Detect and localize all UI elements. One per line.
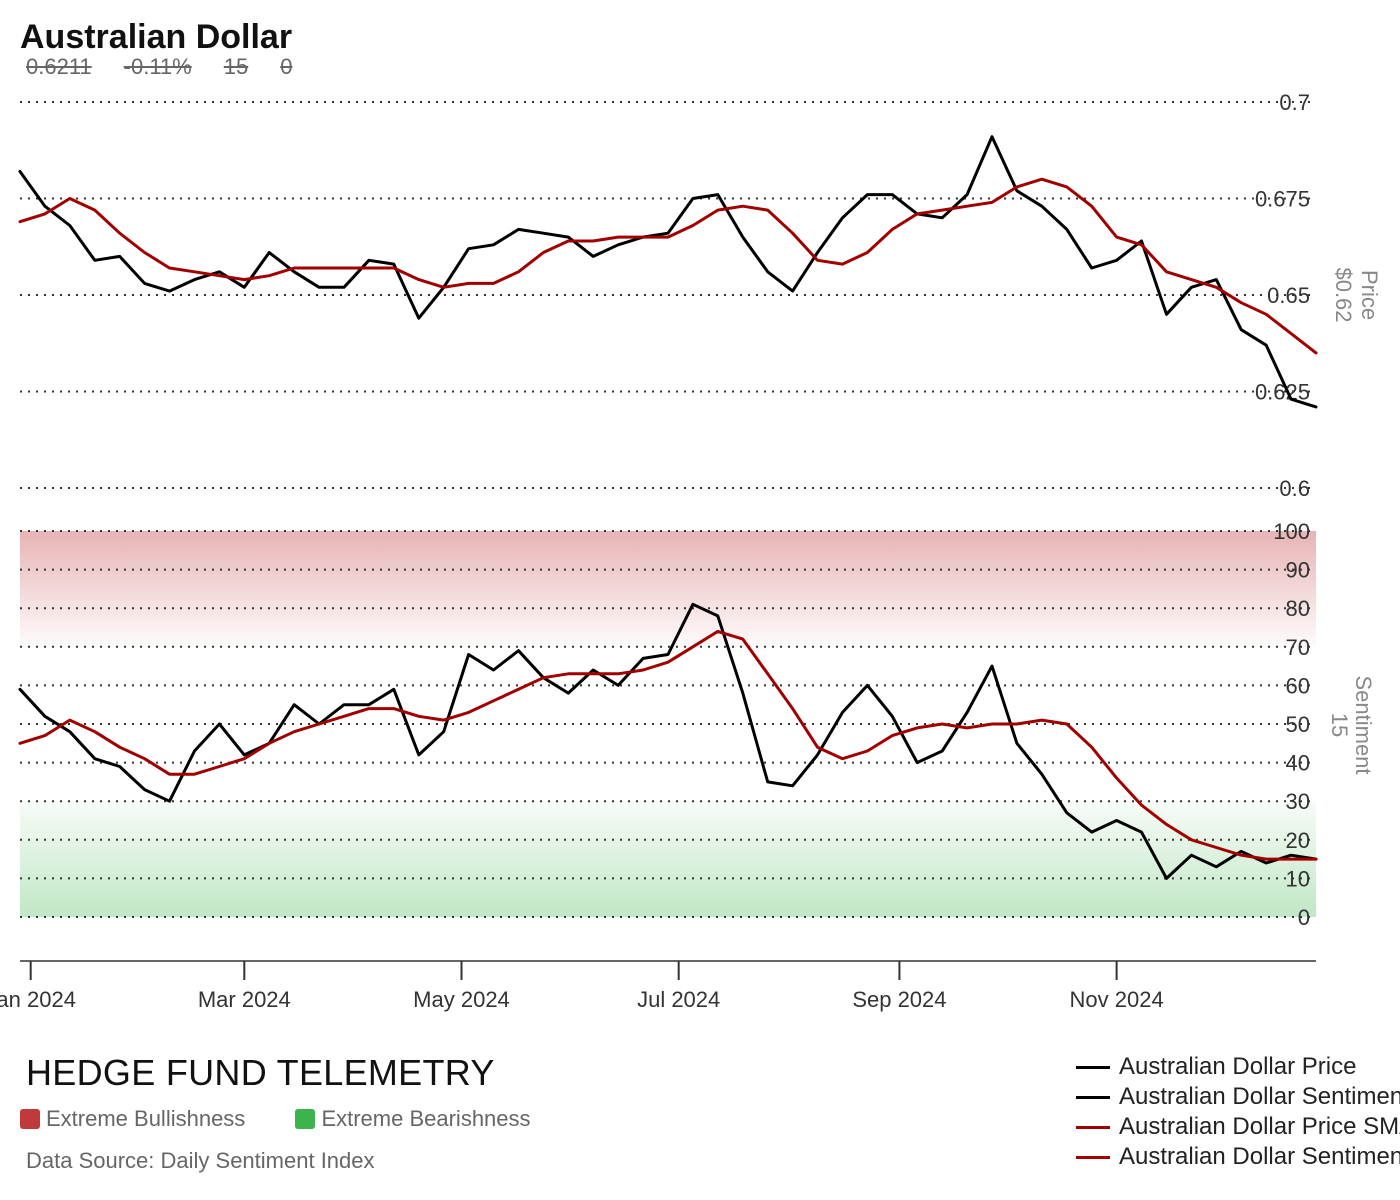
legend-item-price-sma[interactable]: Australian Dollar Price SMA [1076,1112,1400,1142]
sentiment-y-tick-label: 80 [1286,596,1310,621]
legend-label: Australian Dollar Sentiment [1119,1083,1400,1110]
sentiment-y-tick-label: 30 [1286,789,1310,814]
sentiment-grid: 0 10 20 30 40 50 60 70 80 90 100 [20,519,1316,930]
legend-label: Australian Dollar Price SMA [1119,1113,1400,1140]
x-axis: Jan 2024 Mar 2024 May 2024 Jul 2024 Sep 2024… [0,960,1316,1012]
data-source: Data Source: Daily Sentiment Index [26,1148,375,1173]
sentiment-y-tick-label: 90 [1286,558,1310,583]
legend-label: Australian Dollar Price [1119,1053,1357,1080]
sentiment-y-tick-label: 60 [1286,673,1310,698]
sentiment-axis-title: Sentiment [1351,675,1376,774]
stat-sentiment: 15 [223,54,249,79]
price-y-tick-label: 0.7 [1279,90,1310,115]
x-tick-label: May 2024 [413,987,510,1012]
x-tick-label: Sep 2024 [852,987,946,1012]
sentiment-y-tick-label: 0 [1298,905,1310,930]
sentiment-y-tick-label: 20 [1286,828,1310,853]
x-tick-label: Jul 2024 [637,987,720,1012]
series-legend: Australian Dollar Price Australian Dolla… [1076,1052,1400,1172]
x-tick-label: Mar 2024 [198,987,291,1012]
sentiment-y-tick-label: 100 [1273,519,1310,544]
legend-label: Australian Dollar Sentiment SMA [1119,1143,1400,1170]
chart-title: Australian Dollar [20,18,293,56]
sentiment-y-tick-label: 40 [1286,751,1310,776]
bearish-swatch-icon [295,1109,316,1129]
stat-change: -0.11% [123,54,192,79]
legend-line-icon [1076,1065,1110,1069]
sentiment-y-tick-label: 70 [1286,635,1310,660]
sentiment-line [18,602,1318,880]
price-series [18,135,1318,409]
price-sma-line [18,177,1318,355]
legend-line-icon [1076,1095,1110,1099]
zone-legend-bullish-label: Extreme Bullishness [46,1106,246,1131]
price-axis-value: $0.62 [1331,267,1356,322]
legend-line-icon [1076,1155,1110,1159]
sentiment-y-tick-label: 10 [1286,866,1310,891]
legend-line-icon [1076,1125,1110,1129]
x-tick-label: Nov 2024 [1070,987,1164,1012]
extreme-bearishness-zone [20,801,1316,917]
zone-legend-bearish: Extreme Bearishness [295,1106,531,1132]
zone-legend: Extreme Bullishness Extreme Bearishness [20,1106,575,1135]
zone-legend-bearish-label: Extreme Bearishness [321,1106,531,1131]
legend-item-price[interactable]: Australian Dollar Price [1076,1052,1400,1082]
price-line [18,135,1318,409]
sentiment-sma-line [18,629,1318,861]
sentiment-y-tick-label: 50 [1286,712,1310,737]
legend-item-sentiment-sma[interactable]: Australian Dollar Sentiment SMA [1076,1142,1400,1172]
brand-name: HEDGE FUND TELEMETRY [26,1052,495,1093]
zone-legend-bullish: Extreme Bullishness [20,1106,245,1132]
bullish-swatch-icon [20,1109,40,1129]
legend-item-sentiment[interactable]: Australian Dollar Sentiment [1076,1082,1400,1112]
price-y-tick-label: 0.6 [1279,476,1310,501]
extreme-bullishness-zone [20,531,1316,647]
price-y-tick-label: 0.675 [1255,187,1310,212]
price-axis-title: Price [1357,270,1382,320]
x-tick-label: Jan 2024 [0,987,76,1012]
sentiment-series [18,602,1318,880]
stat-last-price: 0.6211 [26,54,92,79]
sentiment-axis-value: 15 [1327,713,1352,737]
price-y-tick-label: 0.65 [1267,283,1310,308]
stats-row: 0.6211 -0.11% 15 0 [26,54,324,80]
stat-extra: 0 [280,54,293,79]
